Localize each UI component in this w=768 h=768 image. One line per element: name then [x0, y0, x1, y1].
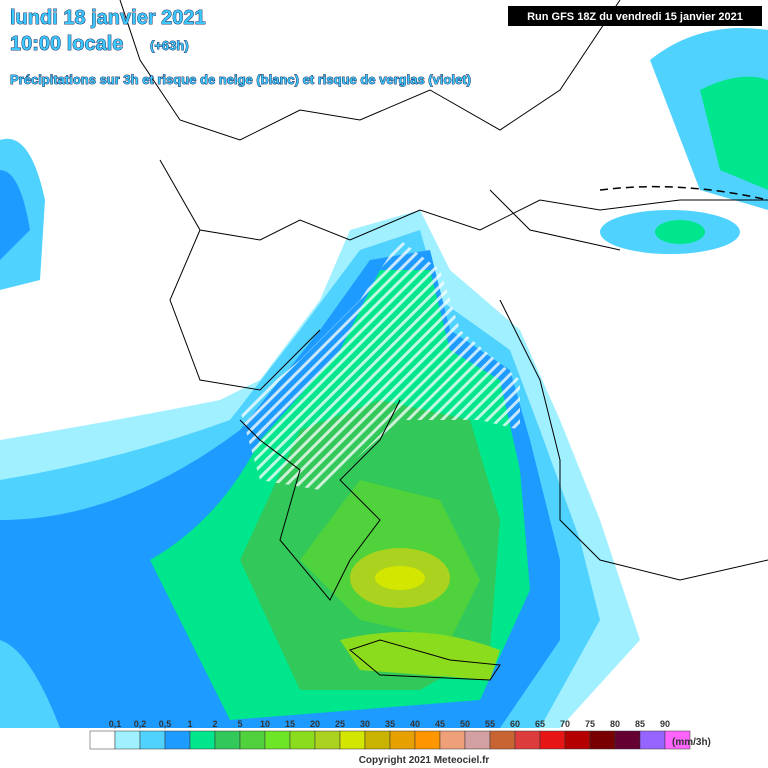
legend-label: 60: [510, 719, 520, 729]
legend-label: 40: [410, 719, 420, 729]
legend-swatch: [389, 730, 416, 750]
legend-swatch: [114, 730, 141, 750]
legend-swatch: [239, 730, 266, 750]
legend-label: 2: [212, 719, 217, 729]
legend-label: 20: [310, 719, 320, 729]
legend-swatch: [564, 730, 591, 750]
precipitation-field: [0, 28, 768, 728]
run-box: [508, 6, 762, 26]
legend-swatch: [664, 730, 691, 750]
lead-time: (+63h): [150, 38, 189, 53]
legend-label: 55: [485, 719, 495, 729]
legend-swatch: [589, 730, 616, 750]
legend-swatch: [614, 730, 641, 750]
legend-label: 75: [585, 719, 595, 729]
legend-swatch: [439, 730, 466, 750]
legend-swatch: [89, 730, 116, 750]
legend-label: 5: [237, 719, 242, 729]
legend-label: 10: [260, 719, 270, 729]
legend-unit: (mm/3h): [672, 737, 711, 748]
legend-swatch: [414, 730, 441, 750]
legend-swatch: [164, 730, 191, 750]
legend-swatch: [364, 730, 391, 750]
legend-swatch: [214, 730, 241, 750]
legend-swatch: [639, 730, 666, 750]
legend-swatch: [289, 730, 316, 750]
legend-label: 0,1: [109, 719, 122, 729]
legend-swatch: [339, 730, 366, 750]
copyright: Copyright 2021 Meteociel.fr: [359, 755, 490, 766]
legend-label: 1: [187, 719, 192, 729]
legend-label: 0,5: [159, 719, 172, 729]
legend-label: 45: [435, 719, 445, 729]
legend-label: 30: [360, 719, 370, 729]
legend-swatch: [514, 730, 541, 750]
legend-label: 25: [335, 719, 345, 729]
legend-swatch: [489, 730, 516, 750]
legend-label: 70: [560, 719, 570, 729]
legend-label: 90: [660, 719, 670, 729]
legend: 0,1 0,2 0,5 1 2 5 10 15 20 25 30 35 40 45 50 55 60 65 70 75…: [89, 719, 691, 750]
legend-swatch: [139, 730, 166, 750]
legend-swatch: [189, 730, 216, 750]
date-title: lundi 18 janvier 2021: [10, 7, 206, 29]
legend-label: 15: [285, 719, 295, 729]
legend-swatch: [539, 730, 566, 750]
legend-label: 35: [385, 719, 395, 729]
run-label: Run GFS 18Z du vendredi 15 janvier 2021: [527, 11, 743, 23]
legend-label: 85: [635, 719, 645, 729]
legend-label: 50: [460, 719, 470, 729]
borders: [119, 0, 768, 681]
legend-label: 80: [610, 719, 620, 729]
legend-swatch: [264, 730, 291, 750]
legend-label: 65: [535, 719, 545, 729]
isotherm: [599, 185, 768, 201]
legend-swatch: [314, 730, 341, 750]
time-title: 10:00 locale: [10, 33, 123, 55]
legend-label: 0,2: [134, 719, 147, 729]
legend-swatch: [464, 730, 491, 750]
subtitle: Précipitations sur 3h et risque de neige…: [10, 72, 471, 87]
